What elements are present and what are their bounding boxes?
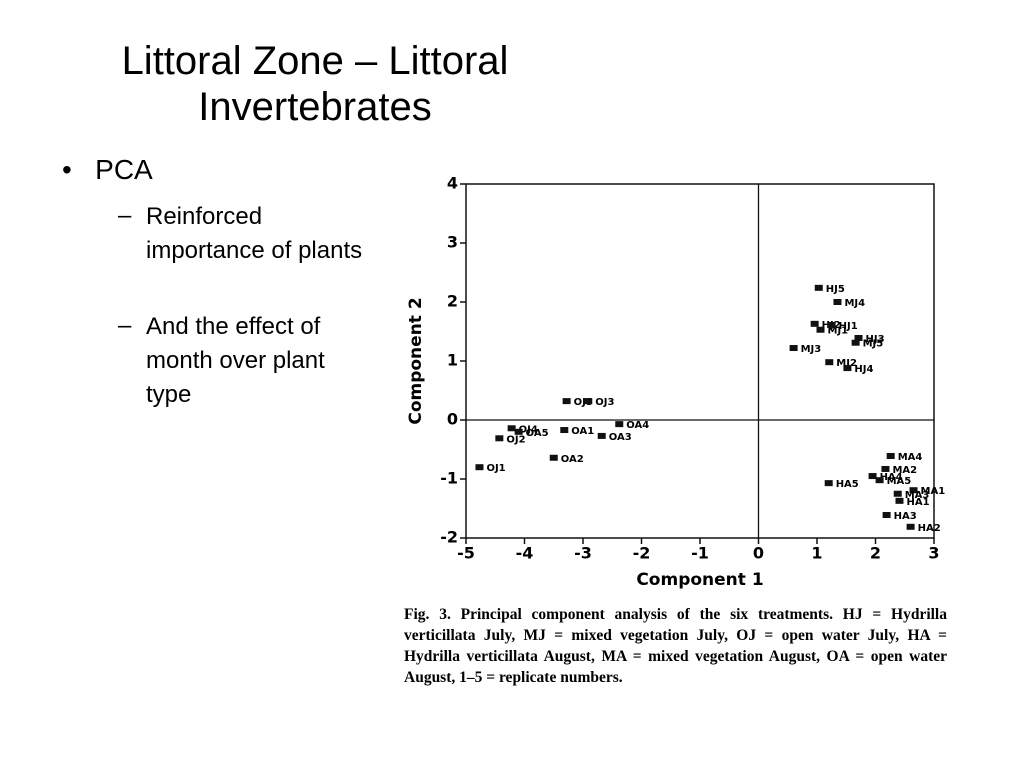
plot-frame xyxy=(465,183,935,539)
point xyxy=(906,523,915,530)
bullet-text: PCA xyxy=(95,154,153,185)
point xyxy=(514,428,523,435)
point xyxy=(909,487,918,494)
point xyxy=(597,432,606,439)
dash: – xyxy=(118,202,132,229)
point-label: OJ3 xyxy=(595,397,614,408)
point-label: HJ4 xyxy=(854,364,873,375)
point-label: OA2 xyxy=(561,454,584,465)
point-label: OJ4 xyxy=(519,424,538,435)
x-tick-label: -5 xyxy=(457,544,475,563)
point-label: OJ1 xyxy=(486,463,505,474)
point xyxy=(854,334,863,341)
point xyxy=(893,490,902,497)
point xyxy=(825,359,834,366)
point xyxy=(833,299,842,305)
point xyxy=(814,284,823,291)
point xyxy=(895,497,904,504)
slide-title: Invertebrates xyxy=(198,85,432,129)
point xyxy=(584,398,593,405)
point xyxy=(868,473,877,480)
point xyxy=(886,452,895,459)
point-label: HA5 xyxy=(836,479,859,490)
point-label: OA3 xyxy=(609,432,632,443)
point-label: HA4 xyxy=(880,472,903,483)
point-label: MA4 xyxy=(898,452,923,463)
point-label: OJ2 xyxy=(506,434,525,445)
point xyxy=(810,320,819,327)
point-label: MA5 xyxy=(887,476,912,487)
point-label: MJ1 xyxy=(828,326,849,337)
point-label: HJ5 xyxy=(826,284,845,295)
point xyxy=(881,465,890,472)
x-tick-label: 0 xyxy=(753,544,764,563)
point xyxy=(495,435,504,442)
point-label: HA3 xyxy=(894,511,917,522)
point xyxy=(789,345,798,352)
sub-bullet: And the effect of month over plant type xyxy=(146,313,325,408)
y-tick-label: -1 xyxy=(440,469,458,488)
point xyxy=(507,425,516,432)
bullet: • PCA xyxy=(62,154,153,185)
point xyxy=(824,480,833,487)
sub-bullet: Reinforced importance of plants xyxy=(146,203,363,264)
point xyxy=(875,477,884,484)
point-label: MA1 xyxy=(921,486,946,497)
point-label: MA2 xyxy=(892,465,917,476)
point xyxy=(562,398,571,405)
figure-caption: Fig. 3. Principal component analysis of … xyxy=(404,606,947,686)
x-tick-label: -4 xyxy=(516,544,534,563)
point xyxy=(816,326,825,333)
chart: Component 1 Component 2 -5 -4 -3 -2 -1 0 1 2 3 -2… xyxy=(406,174,946,591)
point-label: OJ5 xyxy=(574,397,593,408)
point-label: OA1 xyxy=(571,426,594,437)
point xyxy=(615,421,624,428)
slide-title: Littoral Zone – Littoral xyxy=(121,39,509,83)
point-label: OA4 xyxy=(626,420,649,431)
x-tick-label: -3 xyxy=(574,544,592,563)
x-tick-label: -2 xyxy=(633,544,651,563)
y-tick-label: 2 xyxy=(447,292,458,311)
y-tick-label: 3 xyxy=(447,233,458,252)
point xyxy=(549,454,558,461)
y-axis-label: Component 2 xyxy=(406,297,426,424)
x-tick-label: 3 xyxy=(928,544,939,563)
point xyxy=(882,511,891,518)
y-tick-label: 4 xyxy=(447,174,458,193)
point-label: MJ5 xyxy=(863,339,884,350)
y-tick-label: 1 xyxy=(447,351,458,370)
x-tick-label: 2 xyxy=(870,544,881,563)
point-label: HJ1 xyxy=(839,321,858,332)
point-label: MJ3 xyxy=(801,344,822,355)
x-axis-label: Component 1 xyxy=(636,570,763,590)
point-label: HA2 xyxy=(918,523,941,534)
x-tick-label: 1 xyxy=(811,544,822,563)
point-label: MJ2 xyxy=(836,358,857,369)
point xyxy=(475,464,484,471)
y-tick-label: 0 xyxy=(447,410,458,429)
x-tick-label: -1 xyxy=(691,544,709,563)
point xyxy=(560,427,569,434)
point-label: MA3 xyxy=(905,490,930,501)
point-label: HJ3 xyxy=(866,334,885,345)
point-label: OA5 xyxy=(526,428,549,439)
point xyxy=(851,339,860,346)
point-label: HA1 xyxy=(906,497,929,508)
y-tick-label: -2 xyxy=(440,528,458,547)
point xyxy=(843,365,852,372)
dash: – xyxy=(118,312,132,339)
point xyxy=(827,322,836,329)
point-label: MJ4 xyxy=(844,298,865,309)
